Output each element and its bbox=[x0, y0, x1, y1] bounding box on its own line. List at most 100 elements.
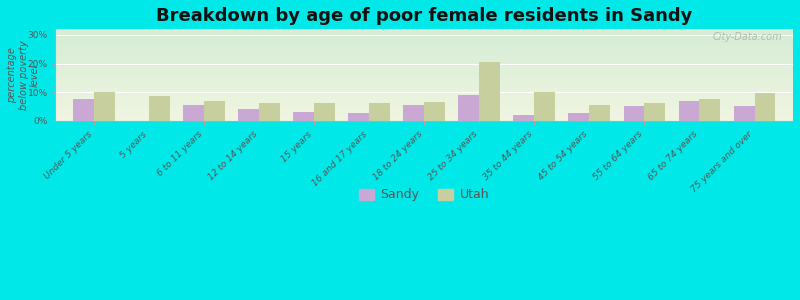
Bar bbox=[55, 80, 793, 81]
Bar bbox=[424, 102, 445, 121]
Bar bbox=[754, 94, 775, 121]
Bar bbox=[259, 103, 280, 121]
Bar bbox=[55, 107, 793, 108]
Bar bbox=[55, 96, 793, 97]
Bar bbox=[55, 70, 793, 71]
Bar bbox=[55, 82, 793, 83]
Bar bbox=[55, 108, 793, 109]
Text: City-Data.com: City-Data.com bbox=[712, 32, 782, 42]
Bar bbox=[149, 96, 170, 121]
Bar bbox=[55, 105, 793, 106]
Bar bbox=[55, 62, 793, 63]
Bar bbox=[55, 93, 793, 94]
Bar bbox=[55, 51, 793, 52]
Bar bbox=[73, 99, 94, 121]
Bar bbox=[94, 92, 115, 121]
Bar bbox=[55, 56, 793, 57]
Bar bbox=[55, 55, 793, 56]
Bar bbox=[55, 76, 793, 77]
Bar bbox=[55, 35, 793, 36]
Bar bbox=[55, 31, 793, 32]
Bar bbox=[55, 63, 793, 64]
Bar bbox=[55, 100, 793, 101]
Bar bbox=[55, 99, 793, 100]
Bar bbox=[55, 36, 793, 37]
Bar bbox=[734, 106, 754, 121]
Bar bbox=[678, 100, 699, 121]
Bar bbox=[55, 119, 793, 120]
Bar bbox=[55, 37, 793, 38]
Bar bbox=[55, 59, 793, 60]
Bar bbox=[55, 50, 793, 51]
Bar bbox=[55, 47, 793, 49]
Bar bbox=[55, 81, 793, 82]
Bar bbox=[645, 103, 666, 121]
Bar bbox=[623, 106, 645, 121]
Bar bbox=[55, 85, 793, 86]
Bar bbox=[55, 78, 793, 79]
Bar bbox=[55, 71, 793, 72]
Bar bbox=[55, 75, 793, 76]
Bar bbox=[348, 113, 370, 121]
Bar bbox=[55, 77, 793, 78]
Title: Breakdown by age of poor female residents in Sandy: Breakdown by age of poor female resident… bbox=[156, 7, 693, 25]
Bar bbox=[55, 40, 793, 41]
Bar bbox=[55, 42, 793, 43]
Bar bbox=[403, 105, 424, 121]
Bar bbox=[55, 115, 793, 116]
Bar bbox=[55, 95, 793, 96]
Bar bbox=[55, 61, 793, 62]
Bar bbox=[55, 53, 793, 54]
Bar bbox=[55, 92, 793, 93]
Bar bbox=[55, 83, 793, 84]
Bar bbox=[55, 87, 793, 88]
Bar bbox=[514, 115, 534, 121]
Bar bbox=[55, 49, 793, 50]
Bar bbox=[55, 66, 793, 67]
Bar bbox=[55, 97, 793, 98]
Bar bbox=[55, 46, 793, 47]
Bar bbox=[238, 109, 259, 121]
Bar bbox=[314, 103, 335, 121]
Bar bbox=[55, 91, 793, 92]
Bar bbox=[534, 92, 555, 121]
Bar bbox=[55, 120, 793, 121]
Bar bbox=[55, 30, 793, 31]
Legend: Sandy, Utah: Sandy, Utah bbox=[354, 183, 494, 206]
Bar bbox=[55, 113, 793, 114]
Bar bbox=[479, 62, 500, 121]
Bar bbox=[55, 110, 793, 112]
Bar bbox=[55, 58, 793, 59]
Bar bbox=[55, 67, 793, 68]
Bar bbox=[55, 44, 793, 45]
Bar bbox=[55, 117, 793, 118]
Bar bbox=[569, 113, 590, 121]
Bar bbox=[55, 64, 793, 65]
Bar bbox=[55, 38, 793, 39]
Bar bbox=[55, 114, 793, 115]
Bar bbox=[55, 72, 793, 73]
Bar bbox=[183, 105, 204, 121]
Bar bbox=[55, 57, 793, 58]
Bar bbox=[55, 86, 793, 87]
Bar bbox=[55, 43, 793, 44]
Bar bbox=[55, 79, 793, 80]
Bar bbox=[55, 73, 793, 74]
Bar bbox=[55, 41, 793, 42]
Bar bbox=[204, 100, 225, 121]
Bar bbox=[55, 32, 793, 33]
Bar bbox=[55, 88, 793, 89]
Bar bbox=[699, 99, 720, 121]
Bar bbox=[55, 94, 793, 95]
Bar bbox=[370, 103, 390, 121]
Bar bbox=[458, 95, 479, 121]
Bar bbox=[55, 106, 793, 107]
Bar bbox=[55, 34, 793, 35]
Bar bbox=[55, 103, 793, 104]
Bar bbox=[55, 52, 793, 53]
Bar bbox=[55, 116, 793, 117]
Bar bbox=[55, 39, 793, 40]
Bar bbox=[55, 29, 793, 30]
Bar bbox=[55, 100, 793, 101]
Bar bbox=[55, 102, 793, 103]
